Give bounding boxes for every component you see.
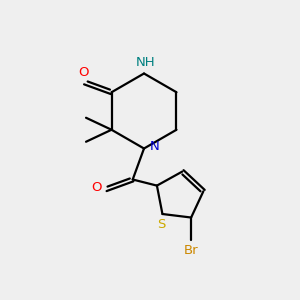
Text: Br: Br [184, 244, 199, 256]
Text: N: N [150, 140, 160, 154]
Text: O: O [91, 181, 101, 194]
Text: S: S [157, 218, 165, 231]
Text: NH: NH [136, 56, 155, 69]
Text: O: O [78, 66, 88, 79]
